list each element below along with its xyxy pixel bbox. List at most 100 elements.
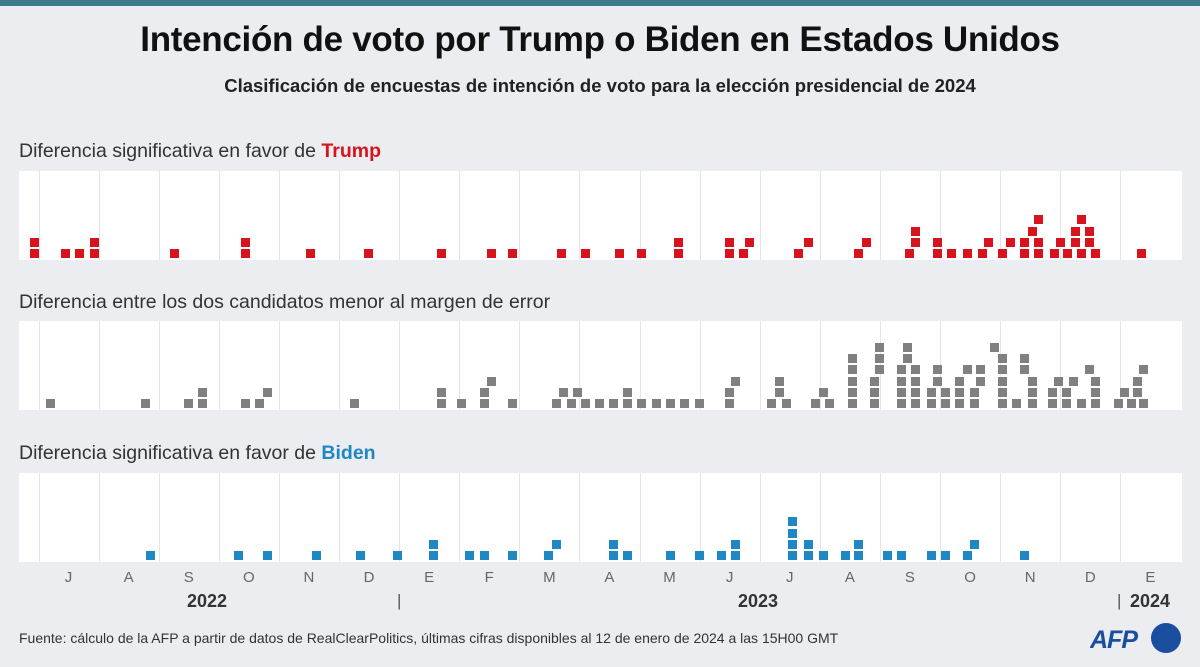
poll-square: [429, 551, 439, 560]
month-gridline: [699, 171, 701, 260]
year-separator: |: [1117, 591, 1122, 610]
month-gridline: [38, 321, 40, 410]
poll-square: [480, 399, 490, 408]
poll-square: [1071, 237, 1081, 247]
month-tick-label: J: [64, 569, 73, 586]
poll-square: [731, 376, 741, 386]
month-gridline: [639, 321, 641, 410]
poll-square: [976, 376, 986, 386]
month-gridline: [158, 473, 160, 562]
month-gridline: [519, 473, 521, 562]
month-gridline: [339, 321, 340, 410]
poll-square: [1027, 376, 1037, 386]
poll-square: [1077, 215, 1087, 225]
month-tick-label: A: [123, 569, 134, 586]
month-gridline: [819, 321, 821, 410]
poll-square: [567, 399, 577, 408]
month-gridline: [819, 171, 821, 260]
month-tick-label: A: [844, 569, 855, 586]
month-gridline: [759, 171, 761, 260]
poll-square: [392, 551, 402, 560]
month-tick-label: M: [663, 569, 676, 586]
poll-square: [184, 399, 194, 408]
panel-label-highlight: Trump: [321, 140, 381, 162]
poll-square: [941, 399, 951, 408]
poll-square: [456, 399, 466, 408]
month-gridline: [699, 473, 701, 562]
month-gridline: [699, 321, 701, 410]
poll-square: [819, 551, 829, 560]
poll-square: [437, 399, 447, 408]
poll-square: [911, 237, 921, 247]
month-gridline: [940, 473, 941, 562]
poll-square: [1090, 249, 1100, 258]
poll-square: [978, 249, 988, 258]
panel-label-text: Diferencia significativa en favor de: [19, 442, 322, 464]
panel-label-trump: Diferencia significativa en favor de Tru…: [19, 140, 381, 163]
poll-square: [608, 551, 618, 560]
poll-square: [486, 376, 496, 386]
poll-square: [312, 551, 322, 560]
poll-square: [61, 249, 71, 258]
poll-square: [580, 249, 590, 258]
month-tick-label: E: [424, 569, 435, 586]
poll-square: [933, 365, 943, 375]
panel-trump: [19, 171, 1182, 260]
month-tick-label: S: [183, 569, 194, 586]
poll-square: [1047, 399, 1057, 408]
poll-square: [739, 249, 749, 258]
poll-square: [897, 399, 907, 408]
poll-square: [745, 237, 755, 247]
top-accent-bar: [0, 0, 1200, 6]
month-tick-label: E: [1145, 569, 1156, 586]
month-gridline: [1060, 171, 1062, 260]
poll-square: [594, 399, 604, 408]
month-gridline: [98, 473, 100, 562]
poll-square: [725, 237, 735, 247]
poll-square: [903, 343, 913, 352]
poll-square: [241, 249, 251, 258]
poll-square: [551, 539, 561, 549]
poll-square: [897, 365, 907, 375]
year-label-2024: 2024: [1130, 591, 1171, 611]
poll-square: [725, 399, 735, 408]
poll-square: [869, 376, 879, 386]
source-note: Fuente: cálculo de la AFP a partir de da…: [19, 630, 839, 646]
poll-square: [970, 399, 980, 408]
poll-square: [997, 249, 1007, 258]
poll-square: [1027, 399, 1037, 408]
poll-square: [788, 528, 798, 538]
panel-label-biden: Diferencia significativa en favor de Bid…: [19, 442, 376, 465]
poll-square: [695, 399, 705, 408]
poll-square: [875, 365, 885, 375]
poll-square: [927, 551, 937, 560]
poll-square: [1069, 376, 1079, 386]
poll-square: [170, 249, 180, 258]
poll-square: [897, 387, 907, 397]
poll-square: [666, 551, 676, 560]
poll-square: [962, 551, 972, 560]
month-gridline: [278, 171, 280, 260]
month-gridline: [339, 171, 340, 260]
month-tick-label: O: [964, 569, 976, 586]
poll-square: [854, 539, 864, 549]
panel-label-text: Diferencia entre los dos candidatos meno…: [19, 291, 551, 313]
month-gridline: [1000, 473, 1002, 562]
poll-square: [429, 539, 439, 549]
year-label-2023: 2023: [738, 591, 779, 611]
poll-square: [997, 376, 1007, 386]
month-gridline: [399, 171, 401, 260]
poll-square: [954, 376, 964, 386]
panel-label-margin: Diferencia entre los dos candidatos meno…: [19, 291, 550, 314]
poll-square: [731, 539, 741, 549]
poll-square: [233, 551, 243, 560]
poll-square: [306, 249, 316, 258]
month-tick-label: J: [786, 569, 794, 586]
poll-square: [679, 399, 689, 408]
month-gridline: [278, 321, 280, 410]
poll-square: [905, 249, 915, 258]
poll-square: [848, 376, 858, 386]
poll-square: [1027, 226, 1037, 236]
month-tick-label: D: [1084, 569, 1096, 586]
month-gridline: [218, 321, 220, 410]
